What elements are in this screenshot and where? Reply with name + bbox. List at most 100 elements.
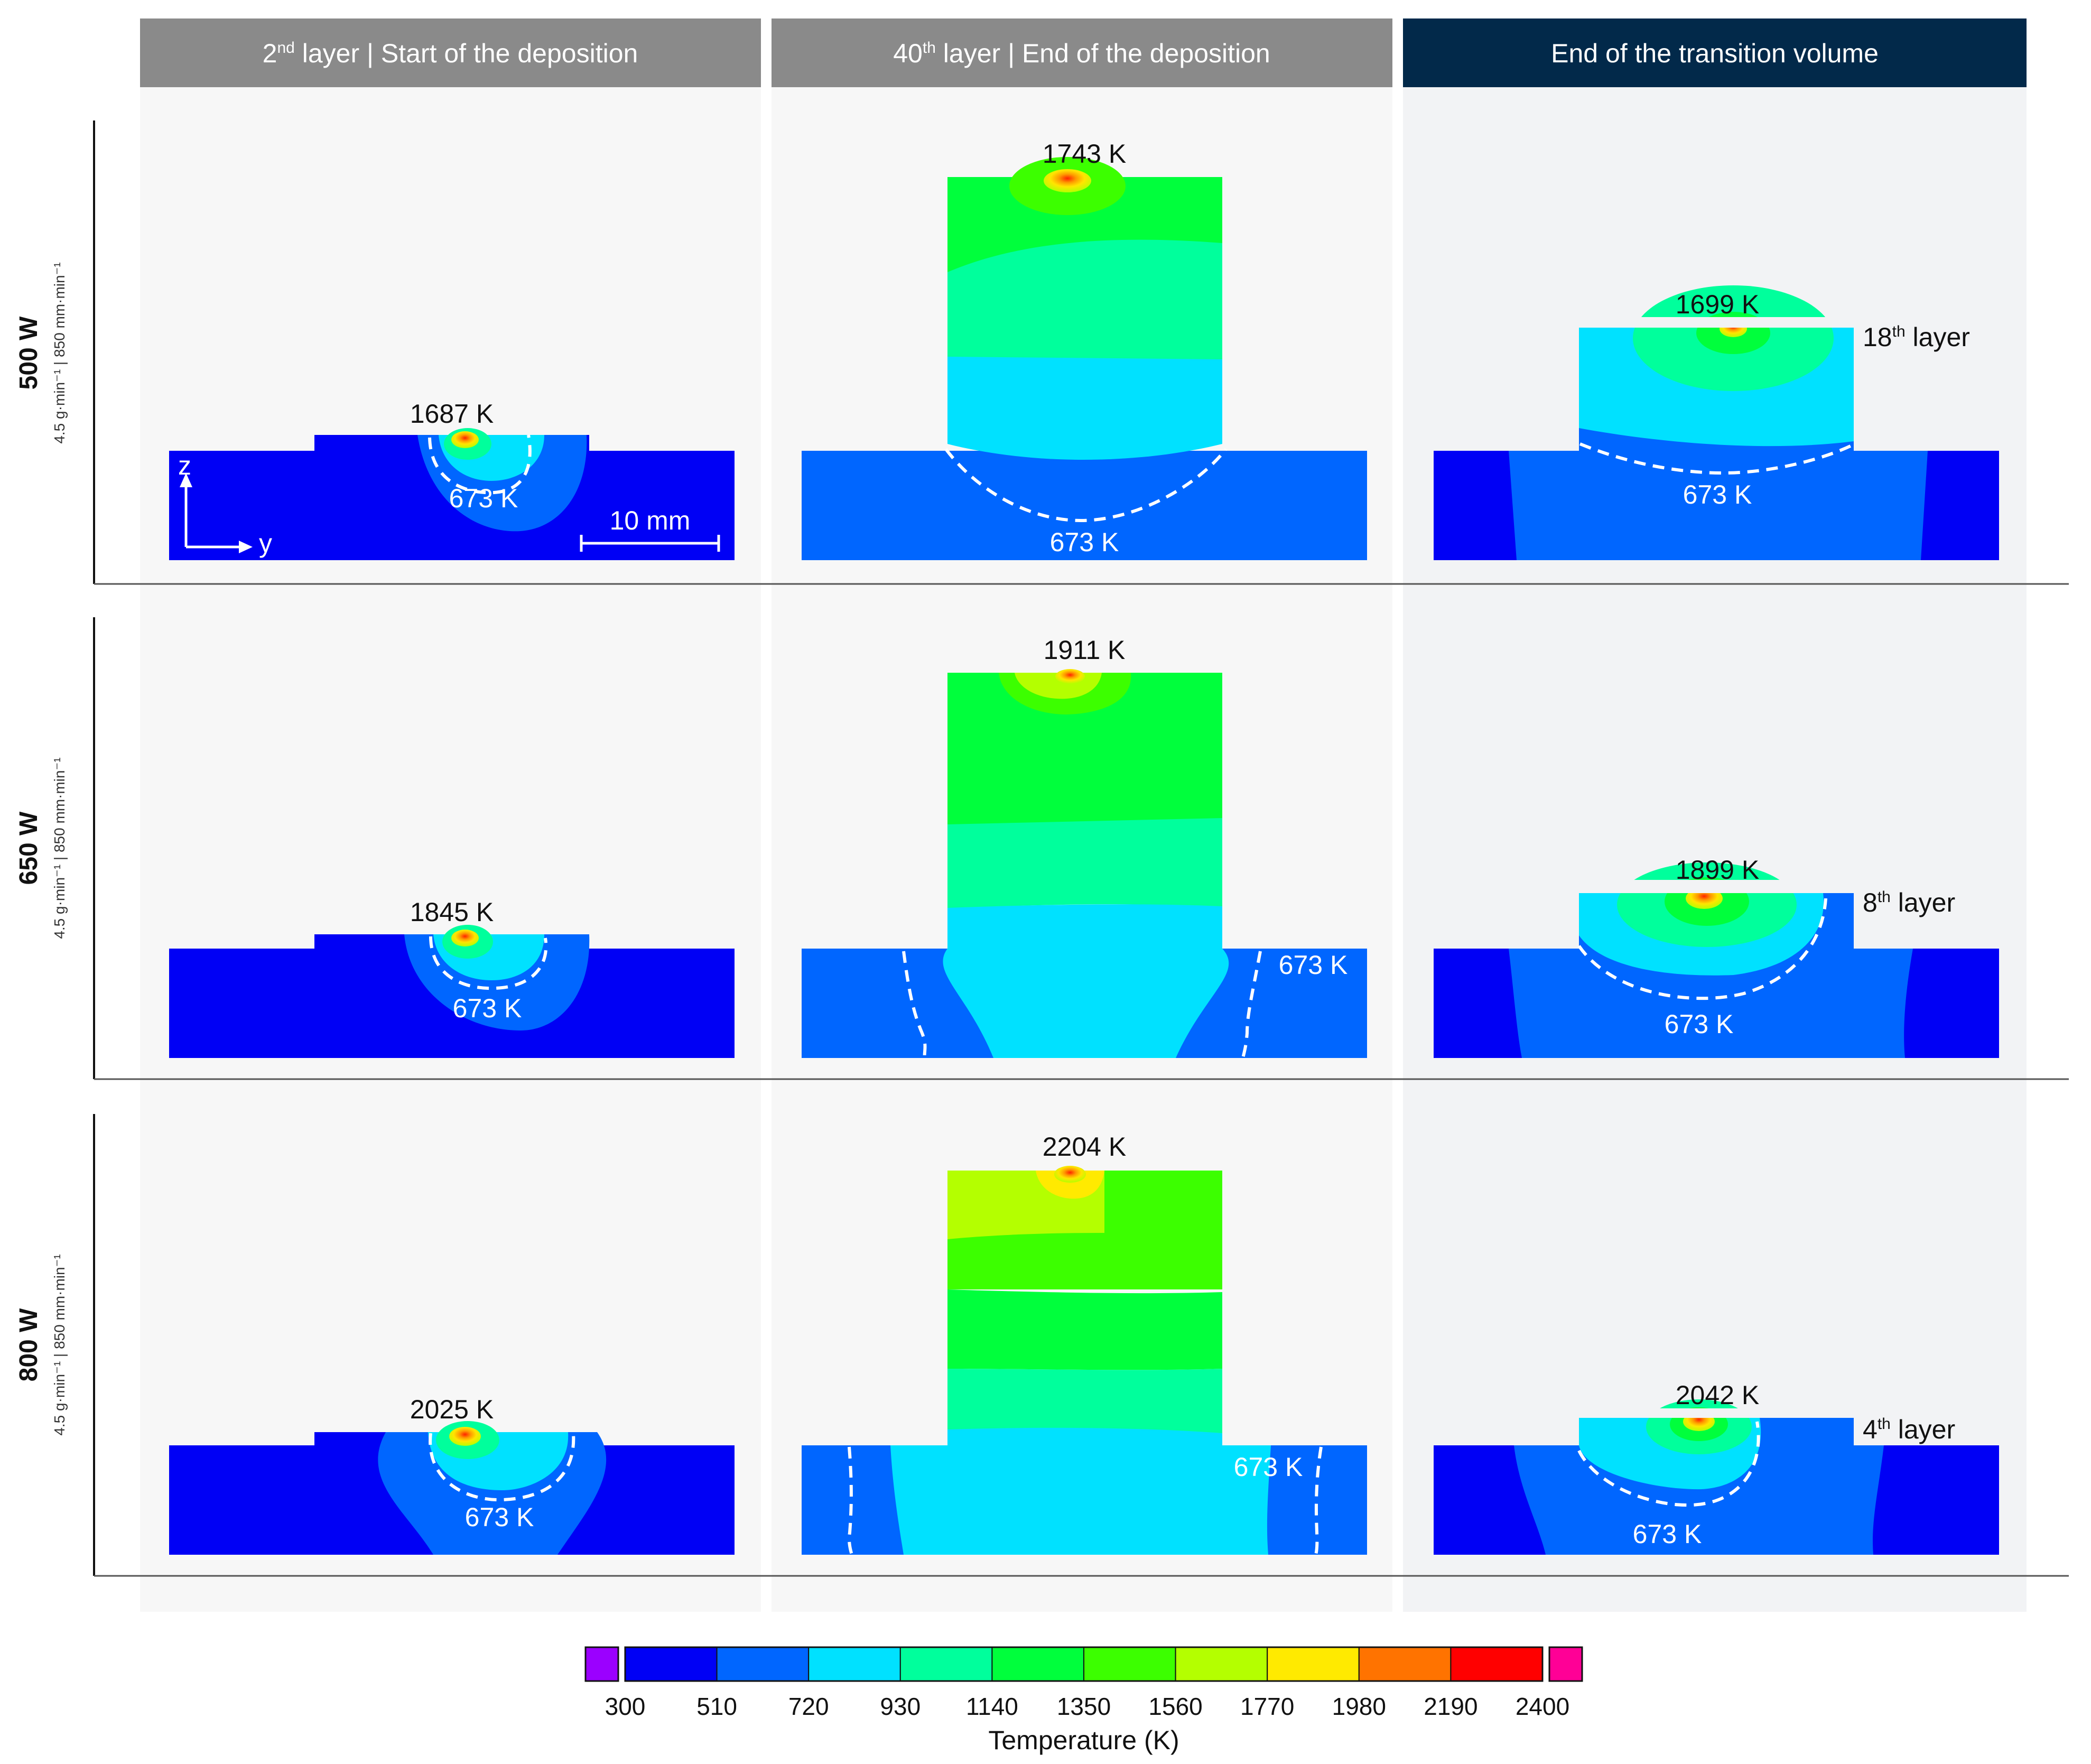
colorbar: 300 510 720 930 1140 1350 1560 1770 1980 2190 2400… (584, 1646, 1583, 1755)
cell-r0c2: 1699 K 673 K 18th layer (1434, 285, 1999, 560)
colorbar-under-swatch (584, 1646, 619, 1682)
row-0-params: 4.5 g·min⁻¹ | 850 mm·min⁻¹ (51, 262, 68, 443)
wall-top-mask (1579, 317, 1854, 328)
column-0-background (140, 87, 761, 1612)
row-0-power: 500 W (15, 316, 43, 389)
colorbar-band-9 (1450, 1647, 1543, 1682)
colorbar-band-0 (625, 1647, 718, 1682)
colorbar-title: Temperature (K) (988, 1725, 1179, 1755)
colorbar-band-1 (716, 1647, 810, 1682)
scale-bar-label: 10 mm (610, 506, 691, 535)
column-header-0-main: 2 (263, 39, 277, 68)
peak-temperature: 1911 K (1044, 635, 1126, 665)
isotherm-label: 673 K (1633, 1519, 1702, 1549)
peak-temperature: 1845 K (410, 897, 494, 927)
cell-r1c0: 1845 K 673 K (169, 897, 735, 1058)
layer-number: 18 (1863, 322, 1892, 352)
isotherm-673 (428, 434, 532, 495)
colorbar-band-5 (1083, 1647, 1176, 1682)
wall-band-green (947, 1289, 1222, 1370)
wall-band-cyan (947, 1427, 1222, 1447)
layer-label: 4th layer (1863, 1415, 1955, 1444)
peak-temperature: 1687 K (410, 399, 494, 429)
hot-spot (1055, 669, 1085, 684)
wall-band-green (947, 735, 1222, 824)
hot-spot (1044, 169, 1091, 192)
heat-zone-yellow (1036, 1171, 1104, 1199)
layer-word: layer (1906, 322, 1970, 352)
colorbar-ticks: 300 510 720 930 1140 1350 1560 1770 1980 2190 2400 (605, 1693, 1570, 1720)
layer-word: layer (1891, 888, 1955, 917)
colorbar-over-swatch (1548, 1646, 1583, 1682)
row-1-params: 4.5 g·min⁻¹ | 850 mm·min⁻¹ (51, 757, 68, 939)
substrate (802, 451, 1367, 560)
colorbar-bands (625, 1647, 1543, 1682)
isotherm-label: 673 K (1234, 1452, 1303, 1482)
isotherm-label: 673 K (1683, 480, 1752, 509)
heat-zone-blue (1514, 1445, 1884, 1555)
y-axis-label: y (259, 528, 272, 558)
wall-band-teal (947, 818, 1222, 909)
y-arrow-icon (239, 541, 253, 553)
isotherm-673 (944, 448, 1228, 523)
cell-r1c2: 1899 K 673 K 8th layer (1434, 855, 1999, 1058)
isotherm-673 (429, 936, 548, 990)
peak-temperature: 1743 K (1043, 139, 1126, 169)
colorbar-tick-label: 1980 (1332, 1693, 1386, 1720)
wall-band-cyan (947, 904, 1222, 950)
isotherm-label: 673 K (1279, 950, 1348, 980)
colorbar-band-6 (1175, 1647, 1268, 1682)
cell-r0c1: 1743 K 673 K (802, 139, 1367, 560)
column-header-1-rest: layer | End of the deposition (936, 39, 1270, 68)
isotherm-673-left (848, 1446, 853, 1555)
row-2-power: 800 W (15, 1308, 43, 1381)
colorbar-band-7 (1267, 1647, 1360, 1682)
isotherm-673-left (902, 951, 927, 1059)
layer-label: 8th layer (1863, 888, 1955, 917)
cell-r2c0: 2025 K 673 K (169, 1395, 735, 1555)
scale-bar: 10 mm (580, 506, 720, 552)
axis-triad: z y (178, 451, 272, 558)
colorbar-tick-label: 2190 (1424, 1693, 1477, 1720)
isotherm-673-right (1314, 1446, 1323, 1555)
colorbar-tick-label: 2400 (1516, 1693, 1569, 1720)
isotherm-673-right (1241, 951, 1262, 1059)
row-label-2: 800 W 4.5 g·min⁻¹ | 850 mm·min⁻¹ (15, 1114, 2069, 1577)
wall-top-mask (1579, 880, 1854, 893)
wall-band-lime (947, 1233, 1222, 1289)
row-2-params: 4.5 g·min⁻¹ | 850 mm·min⁻¹ (51, 1254, 68, 1435)
layer-sup: th (1878, 888, 1891, 906)
hot-spot (449, 1427, 481, 1446)
wall-bottom-blue (1579, 428, 1854, 451)
layer-label: 18th layer (1863, 322, 1970, 352)
colorbar-tick-label: 300 (605, 1693, 646, 1720)
heat-zone-cyan (890, 1445, 1271, 1555)
column-header-2-rest: End of the transition volume (1551, 39, 1879, 68)
isotherm-label: 673 K (1665, 1009, 1734, 1039)
cell-r2c1: 2204 K 673 K (802, 1132, 1367, 1555)
cell-r2c2: 2042 K 673 K 4th layer (1434, 1380, 1999, 1555)
colorbar-band-8 (1358, 1647, 1452, 1682)
hot-spot (1054, 1166, 1086, 1183)
layer-sup: th (1892, 323, 1906, 340)
column-header-0-bg (140, 18, 761, 87)
isotherm-label: 673 K (1050, 527, 1119, 557)
peak-temperature: 1699 K (1676, 290, 1759, 319)
colorbar-tick-label: 510 (696, 1693, 737, 1720)
z-arrow-icon (180, 473, 192, 487)
column-header-1-main: 40 (893, 39, 923, 68)
column-header-0: 2nd layer | Start of the deposition (140, 18, 761, 87)
wall-top-mask (1579, 1408, 1854, 1418)
column-header-1: 40th layer | End of the deposition (772, 18, 1392, 87)
heat-zone-cyan (943, 949, 1229, 1058)
layer-number: 8 (1863, 888, 1878, 917)
colorbar-band-4 (991, 1647, 1085, 1682)
colorbar-tick-label: 720 (788, 1693, 829, 1720)
isotherm-label: 673 K (465, 1502, 534, 1532)
colorbar-tick-label: 1350 (1057, 1693, 1111, 1720)
z-axis-label: z (178, 451, 191, 480)
colorbar-band-2 (808, 1647, 901, 1682)
layer-sup: th (1878, 1415, 1891, 1433)
colorbar-tick-label: 1770 (1240, 1693, 1294, 1720)
column-header-2: End of the transition volume (1403, 18, 2027, 87)
